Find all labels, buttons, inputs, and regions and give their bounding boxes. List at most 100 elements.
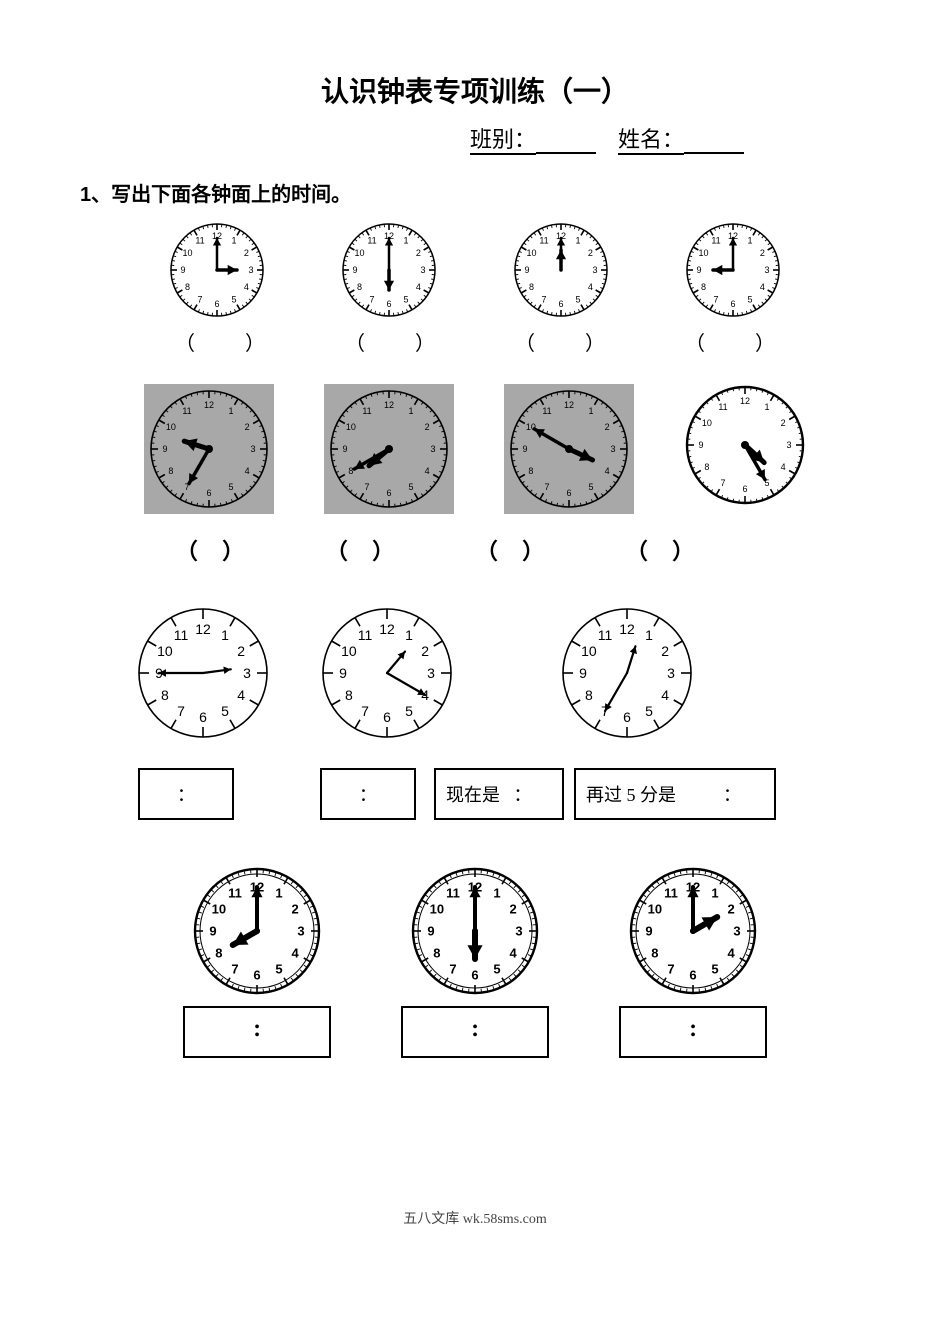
- svg-text:8: 8: [529, 282, 534, 292]
- svg-text:6: 6: [253, 968, 260, 983]
- clock-row-2: 1234567891011121234567891011121234567891…: [80, 384, 870, 514]
- answer-paren[interactable]: （ ）: [135, 327, 305, 356]
- clock-cell: 123456789101112: [560, 606, 694, 740]
- clock-row-1: 1234567891011121234567891011121234567891…: [80, 221, 870, 319]
- svg-text:9: 9: [579, 665, 587, 681]
- after-label-box: 再过 5 分是: [574, 768, 690, 820]
- svg-text:5: 5: [493, 962, 500, 977]
- svg-text:1: 1: [764, 402, 769, 412]
- clock-face: 123456789101112: [410, 866, 540, 996]
- student-info: 班别： 姓名：: [80, 122, 870, 154]
- clock-face: 123456789101112: [512, 221, 610, 319]
- svg-text:1: 1: [231, 236, 236, 246]
- svg-text:9: 9: [342, 444, 347, 454]
- svg-text:6: 6: [471, 968, 478, 983]
- answer-paren[interactable]: （ ）: [305, 327, 475, 356]
- answer-box[interactable]: ••: [619, 1006, 767, 1058]
- svg-text:2: 2: [421, 643, 429, 659]
- svg-text:9: 9: [180, 265, 185, 275]
- svg-text:6: 6: [206, 488, 211, 498]
- clock-face: 123456789101112: [684, 221, 782, 319]
- svg-text:8: 8: [215, 946, 222, 961]
- svg-text:3: 3: [250, 444, 255, 454]
- svg-text:5: 5: [408, 482, 413, 492]
- class-label: 班别：: [470, 127, 536, 155]
- svg-text:11: 11: [446, 885, 460, 900]
- answer-paren[interactable]: （ ）: [300, 534, 420, 566]
- svg-text:8: 8: [433, 946, 440, 961]
- svg-text:2: 2: [509, 902, 516, 917]
- svg-text:7: 7: [449, 962, 456, 977]
- svg-text:6: 6: [742, 484, 747, 494]
- svg-text:3: 3: [786, 440, 791, 450]
- answer-paren[interactable]: （ ）: [645, 327, 815, 356]
- row3-answers: ：：现在是 ：再过 5 分是：: [80, 768, 870, 820]
- svg-text:2: 2: [425, 422, 430, 432]
- answer-box[interactable]: ：: [320, 768, 416, 820]
- svg-text:3: 3: [764, 265, 769, 275]
- svg-text:1: 1: [747, 236, 752, 246]
- svg-text:9: 9: [524, 265, 529, 275]
- clock-cell: 123456789101112: [504, 384, 634, 514]
- svg-text:1: 1: [588, 406, 593, 416]
- svg-text:9: 9: [698, 440, 703, 450]
- svg-text:8: 8: [651, 946, 658, 961]
- svg-text:11: 11: [664, 885, 678, 900]
- svg-text:1: 1: [405, 627, 413, 643]
- svg-text:2: 2: [291, 902, 298, 917]
- answer-box[interactable]: ••: [183, 1006, 331, 1058]
- svg-text:10: 10: [702, 418, 712, 428]
- svg-text:7: 7: [713, 294, 718, 304]
- svg-text:5: 5: [405, 703, 413, 719]
- svg-text:10: 10: [166, 422, 176, 432]
- svg-text:2: 2: [237, 643, 245, 659]
- answer-paren[interactable]: （ ）: [150, 534, 270, 566]
- now-label-box: 现在是 ：: [434, 768, 564, 820]
- answer-paren[interactable]: （ ）: [475, 327, 645, 356]
- svg-text:9: 9: [162, 444, 167, 454]
- svg-text:10: 10: [648, 902, 662, 917]
- answer-paren[interactable]: （ ）: [450, 534, 570, 566]
- svg-text:9: 9: [339, 665, 347, 681]
- svg-text:11: 11: [174, 627, 189, 643]
- svg-text:9: 9: [209, 924, 216, 939]
- svg-text:3: 3: [427, 665, 435, 681]
- svg-text:6: 6: [623, 709, 631, 725]
- svg-text:9: 9: [352, 265, 357, 275]
- svg-text:5: 5: [575, 294, 580, 304]
- answer-box[interactable]: ：: [138, 768, 234, 820]
- svg-text:11: 11: [228, 885, 242, 900]
- svg-text:9: 9: [645, 924, 652, 939]
- svg-text:5: 5: [711, 962, 718, 977]
- row2-answers: （ ） （ ） （ ） （ ）: [80, 534, 870, 566]
- svg-text:4: 4: [244, 282, 249, 292]
- clock-cell: 123456789101112: [324, 384, 454, 514]
- svg-text:9: 9: [696, 265, 701, 275]
- answer-box[interactable]: ••: [401, 1006, 549, 1058]
- svg-text:4: 4: [661, 687, 669, 703]
- svg-text:1: 1: [408, 406, 413, 416]
- clock-row-3: 1234567891011121234567891011121234567891…: [80, 606, 870, 740]
- svg-text:8: 8: [357, 282, 362, 292]
- svg-text:6: 6: [386, 488, 391, 498]
- clock-cell: 123456789101112: [320, 606, 454, 740]
- answer-box[interactable]: ：: [690, 768, 776, 820]
- clock-face: 123456789101112: [684, 384, 806, 506]
- svg-text:12: 12: [619, 621, 635, 637]
- answer-paren[interactable]: （ ）: [600, 534, 720, 566]
- clock-face: 123456789101112: [324, 384, 454, 514]
- svg-text:7: 7: [177, 703, 185, 719]
- svg-text:1: 1: [493, 885, 500, 900]
- clock-face: 123456789101112: [504, 384, 634, 514]
- svg-text:8: 8: [161, 687, 169, 703]
- clock-face: 123456789101112: [136, 606, 270, 740]
- svg-text:7: 7: [720, 478, 725, 488]
- clock-cell: 123456789101112: [136, 606, 270, 740]
- svg-text:7: 7: [231, 962, 238, 977]
- clock-face: 123456789101112: [144, 384, 274, 514]
- clock-cell: 123456789101112: [340, 221, 438, 319]
- name-blank[interactable]: [684, 132, 744, 154]
- svg-text:1: 1: [711, 885, 718, 900]
- svg-text:10: 10: [355, 248, 365, 258]
- class-blank[interactable]: [536, 132, 596, 154]
